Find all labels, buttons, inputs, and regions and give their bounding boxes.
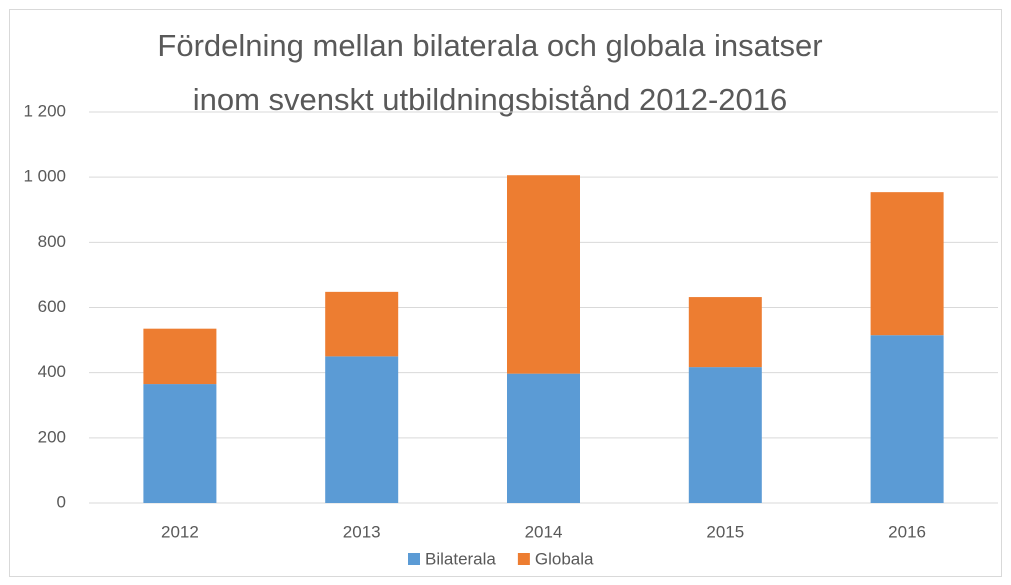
x-tick-label: 2012	[161, 522, 199, 541]
legend-label: Globala	[535, 549, 594, 568]
y-tick-label: 1 200	[23, 101, 66, 120]
y-tick-label: 0	[57, 492, 66, 511]
y-tick-label: 200	[38, 427, 66, 446]
y-tick-label: 800	[38, 232, 66, 251]
bar-segment	[143, 384, 217, 503]
bar-segment	[325, 356, 399, 503]
bar-segment	[143, 328, 217, 385]
x-tick-label: 2014	[525, 522, 563, 541]
legend-label: Bilaterala	[425, 549, 496, 568]
bar-segment	[870, 335, 944, 503]
y-tick-label: 400	[38, 362, 66, 381]
bar-segment	[507, 373, 580, 503]
bar-segment	[870, 192, 944, 336]
x-tick-label: 2013	[343, 522, 381, 541]
x-tick-label: 2016	[888, 522, 926, 541]
chart-title: Fördelning mellan bilaterala och globala…	[157, 28, 822, 63]
x-tick-label: 2015	[706, 522, 744, 541]
y-tick-label: 600	[38, 297, 66, 316]
bar-segment	[507, 175, 580, 374]
bar-segment	[688, 367, 762, 503]
legend-swatch	[517, 553, 530, 565]
y-tick-label: 1 000	[23, 167, 66, 186]
bar-segment	[325, 291, 399, 357]
legend-swatch	[408, 553, 420, 565]
chart-title: inom svenskt utbildningsbistånd 2012-201…	[193, 82, 788, 117]
bar-segment	[688, 297, 762, 368]
